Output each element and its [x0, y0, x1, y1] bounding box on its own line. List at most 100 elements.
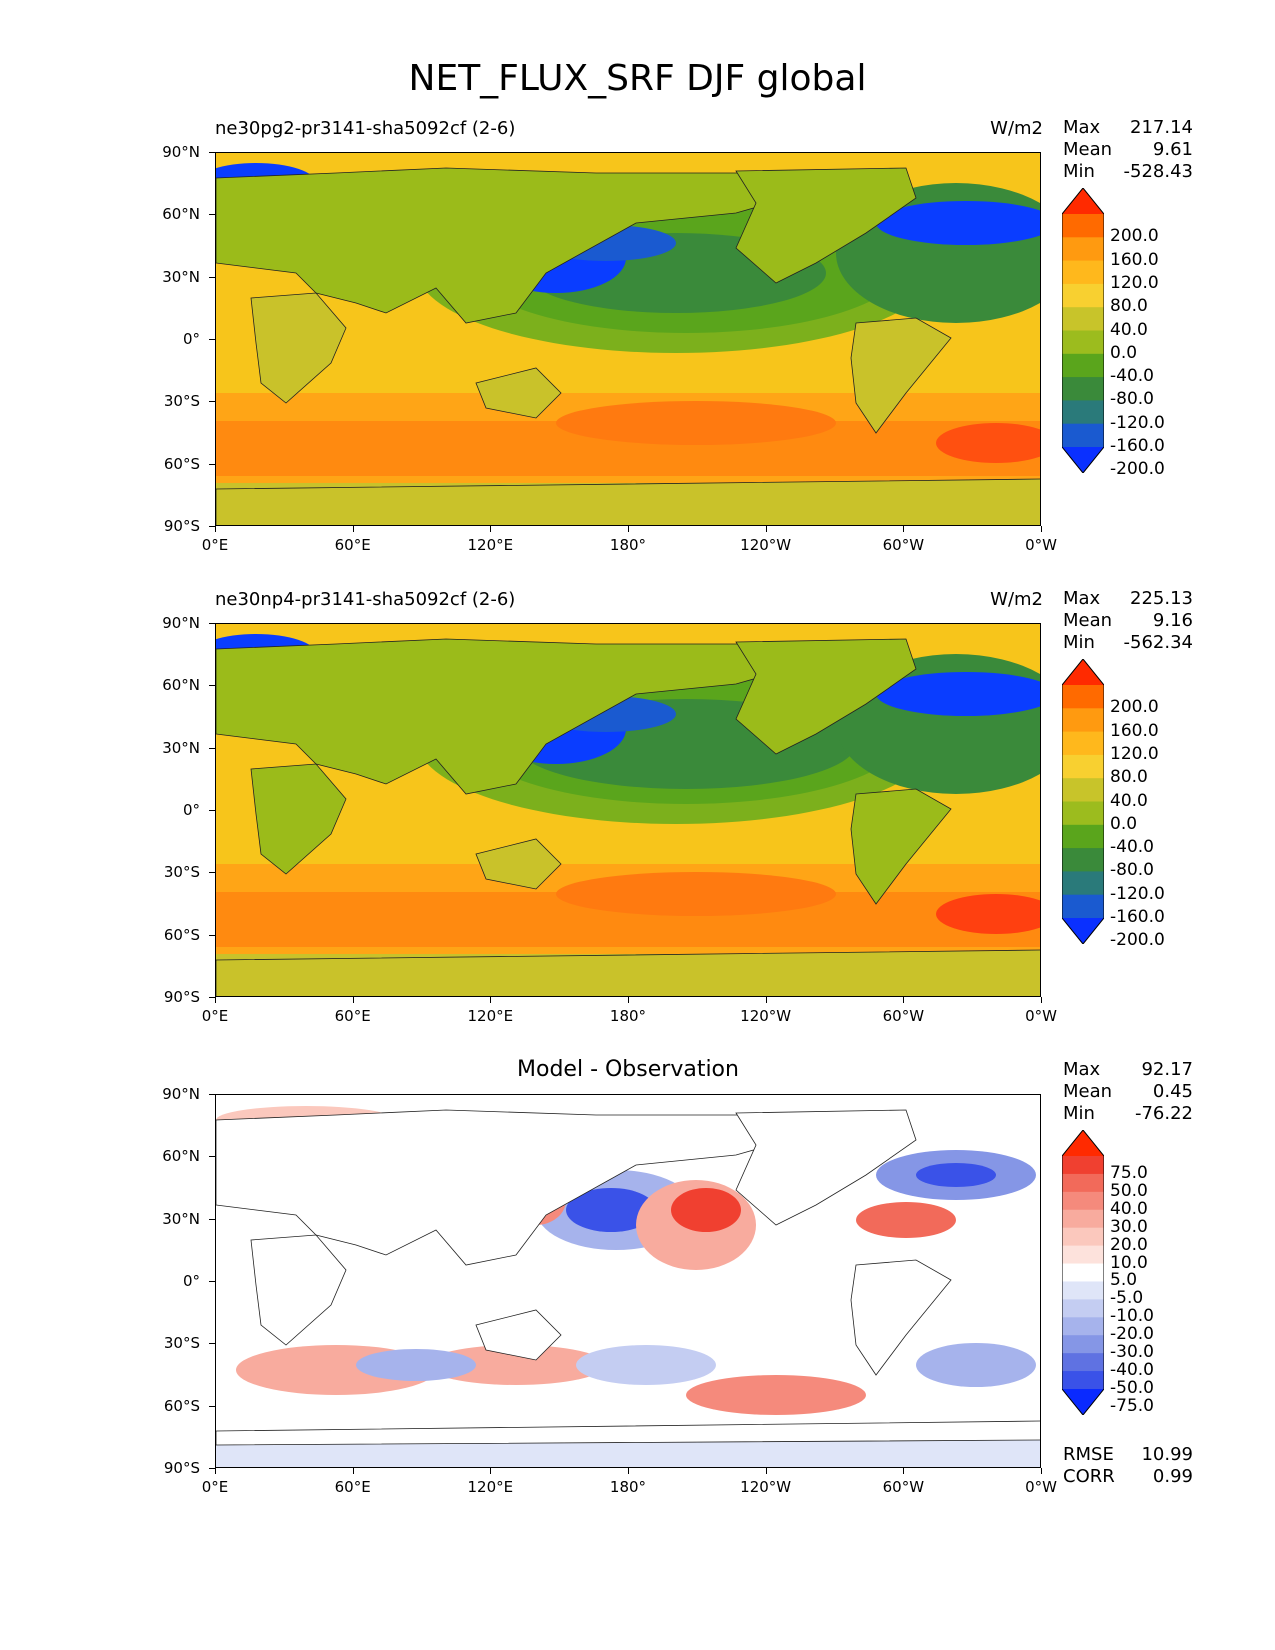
colorbar-bin: [1062, 778, 1104, 802]
panel-3-min: -76.22: [1134, 1103, 1193, 1124]
ytick: [209, 526, 215, 527]
xtick-label: 60°E: [334, 1007, 371, 1025]
colorbar-bin: [1062, 214, 1104, 238]
xtick: [628, 1468, 629, 1474]
colorbar-label: -20.0: [1110, 1324, 1154, 1345]
xtick: [490, 526, 492, 532]
panel-3-metrics: RMSE 10.99 CORR 0.99: [1063, 1444, 1193, 1487]
ytick: [209, 401, 215, 403]
ytick-label: 60°N: [162, 676, 200, 695]
colorbar-label: -10.0: [1110, 1306, 1154, 1327]
colorbar-label: 40.0: [1110, 1198, 1148, 1219]
panel-3-map: [215, 1094, 1041, 1468]
xtick-label: 180°: [609, 1478, 647, 1496]
panel-3-field: [216, 1095, 1040, 1467]
colorbar-extend-max: [1062, 1130, 1104, 1156]
xtick-label: 0°E: [201, 1478, 229, 1496]
colorbar-bin: [1062, 1353, 1104, 1372]
panel-1-colorbar-svg: [1061, 187, 1105, 474]
xtick-label: 120°W: [740, 536, 792, 554]
ytick: [209, 1405, 215, 1407]
xtick-label: 120°E: [467, 1007, 514, 1025]
colorbar-label: 120.0: [1110, 743, 1159, 764]
panel-1-units: W/m2: [990, 118, 1043, 139]
colorbar-bin: [1062, 801, 1104, 826]
colorbar-extend-max: [1062, 659, 1104, 685]
xtick: [352, 1468, 354, 1474]
colorbar-label: 160.0: [1110, 720, 1159, 741]
ytick: [209, 463, 215, 465]
panel-2-min: -562.34: [1123, 632, 1193, 653]
colorbar-bin: [1062, 1371, 1104, 1390]
panel-2-field: [216, 624, 1040, 996]
ytick: [209, 810, 215, 811]
xtick: [215, 997, 216, 1003]
colorbar-label: 80.0: [1110, 296, 1148, 317]
colorbar-bin: [1062, 871, 1104, 896]
xtick-label: 180°: [609, 1007, 647, 1025]
xtick: [352, 997, 354, 1003]
colorbar-bin: [1062, 1281, 1104, 1300]
ytick-label: 90°S: [163, 988, 200, 1006]
colorbar-bin: [1062, 237, 1104, 262]
ytick: [209, 1218, 215, 1220]
colorbar-label: 200.0: [1110, 697, 1159, 718]
xtick: [215, 526, 216, 532]
xtick: [903, 1468, 905, 1474]
panel-3-stats: Max 92.17 Mean 0.45 Min -76.22: [1063, 1059, 1193, 1124]
ytick: [209, 1094, 215, 1095]
ytick-label: 0°: [182, 330, 200, 348]
colorbar-label: -160.0: [1110, 907, 1165, 927]
colorbar-label: 80.0: [1110, 767, 1148, 788]
colorbar-label: 200.0: [1110, 226, 1159, 247]
colorbar-label: -40.0: [1110, 1360, 1154, 1381]
colorbar-label: -160.0: [1110, 436, 1165, 456]
panel-1-stats: Max 217.14 Mean 9.61 Min -528.43: [1063, 117, 1193, 182]
panel-1-field: [216, 153, 1040, 525]
colorbar-bin: [1062, 377, 1104, 401]
panel-1-map: [215, 152, 1041, 526]
ytick-label: 60°S: [163, 1396, 200, 1415]
colorbar-bin: [1062, 708, 1104, 733]
xtick: [628, 997, 629, 1003]
colorbar-label: -120.0: [1110, 412, 1165, 433]
panel-1-colorbar: [1061, 187, 1105, 477]
panel-2-colorbar-svg: [1061, 658, 1105, 945]
panel-3-colorbar: [1061, 1129, 1105, 1419]
ytick-label: 0°: [182, 801, 200, 819]
ytick-label: 90°N: [162, 143, 200, 161]
colorbar-bin: [1062, 1173, 1104, 1193]
colorbar-bin: [1062, 848, 1104, 872]
colorbar-label: 120.0: [1110, 272, 1159, 293]
colorbar-bin: [1062, 1156, 1104, 1175]
ytick: [209, 1343, 215, 1345]
ytick: [209, 1281, 215, 1282]
panel-2-map: [215, 623, 1041, 997]
colorbar-bin: [1062, 1335, 1104, 1354]
panel-2-mean: 9.16: [1152, 610, 1193, 631]
colorbar-bin: [1062, 1317, 1104, 1336]
panel-2-max: 225.13: [1130, 588, 1193, 609]
colorbar-label: -200.0: [1110, 459, 1165, 480]
ytick: [209, 152, 215, 153]
xtick-label: 0°W: [1025, 1007, 1057, 1025]
xtick: [1041, 526, 1042, 532]
xtick-label: 180°: [609, 536, 647, 554]
colorbar-label: -40.0: [1110, 837, 1154, 858]
colorbar-bin: [1062, 260, 1104, 285]
colorbar-label: -5.0: [1110, 1288, 1144, 1309]
colorbar-bin: [1062, 1263, 1104, 1282]
ytick: [209, 997, 215, 998]
xtick-label: 60°W: [882, 1478, 925, 1496]
xtick-label: 0°E: [201, 1007, 229, 1025]
xtick-label: 120°E: [467, 1478, 514, 1496]
ytick: [209, 1156, 215, 1158]
ytick-label: 60°S: [163, 925, 200, 944]
panel-2-stats: Max 225.13 Mean 9.16 Min -562.34: [1063, 588, 1193, 653]
ytick-label: 30°S: [163, 1334, 200, 1353]
colorbar-bin: [1062, 307, 1104, 331]
panel-3-corr: 0.99: [1152, 1466, 1193, 1487]
panel-1-title: ne30pg2-pr3141-sha5092cf (2-6): [215, 118, 516, 139]
panel-3-title: Model - Observation: [517, 1057, 739, 1082]
ytick: [209, 747, 215, 749]
